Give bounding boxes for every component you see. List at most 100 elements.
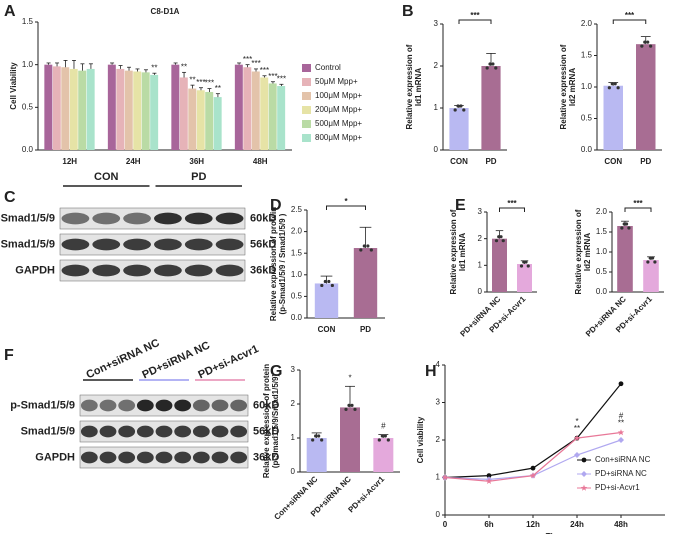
panel-label: F: [4, 347, 14, 364]
bar: [124, 70, 133, 150]
blot-band: [211, 451, 229, 464]
data-dot: [648, 256, 652, 260]
y-tick-label: 1.5: [581, 51, 593, 60]
bar: [44, 64, 53, 150]
data-dot: [526, 264, 530, 268]
y-tick-label: 0: [434, 145, 439, 154]
y-tick-label: 2.0: [581, 19, 593, 28]
data-dot: [627, 226, 631, 230]
panel-label: B: [402, 3, 414, 20]
y-tick-label: 1.0: [596, 247, 608, 256]
y-tick-label: 0.0: [22, 145, 34, 154]
data-dot: [377, 438, 381, 442]
bar: [492, 238, 507, 292]
bar: [306, 438, 327, 472]
blot-band: [154, 264, 182, 277]
significance: ***: [268, 72, 277, 81]
legend-swatch: [302, 134, 311, 142]
bar: [205, 91, 214, 150]
data-dot: [524, 260, 528, 264]
data-dot: [456, 104, 460, 108]
significance: #: [619, 412, 624, 421]
bar: [268, 83, 277, 150]
x-tick-label: PD+si-Acvr1: [346, 474, 386, 514]
point: [581, 457, 587, 463]
y-axis-label: Id2 mRNA: [568, 68, 577, 106]
bar: [133, 71, 142, 150]
data-dot: [522, 260, 526, 264]
point: [573, 434, 581, 441]
data-dot: [380, 434, 384, 438]
data-dot: [383, 434, 387, 438]
y-tick-label: 0: [436, 510, 441, 519]
significance: ***: [625, 11, 635, 20]
data-dot: [362, 244, 366, 248]
data-dot: [607, 86, 611, 90]
point: [580, 484, 588, 491]
group-label: CON: [94, 171, 119, 183]
size-label: 36kD: [250, 264, 276, 276]
bar: [449, 108, 469, 150]
y-axis-label: Relative expression of: [574, 209, 583, 294]
legend-label: Con+siRNA NC: [595, 455, 651, 464]
significance: **: [181, 62, 187, 71]
group-label: PD: [191, 171, 206, 183]
y-tick-label: 0.5: [22, 102, 34, 111]
point: [530, 465, 536, 471]
blot-band: [92, 212, 121, 225]
point: [441, 474, 449, 481]
data-dot: [369, 248, 373, 252]
y-tick-label: 4: [436, 360, 441, 369]
y-axis-label: Id1 mRNA: [458, 233, 467, 271]
x-tick-label: 12h: [526, 520, 540, 529]
protein-label: p-Smad1/5/9: [0, 212, 55, 224]
y-tick-label: 2: [434, 61, 439, 70]
blot-band: [136, 451, 154, 464]
data-dot: [327, 279, 331, 284]
data-dot: [624, 222, 629, 226]
significance: ***: [251, 59, 260, 68]
bar: [188, 88, 197, 150]
bar: [107, 64, 116, 150]
data-dot: [347, 403, 351, 407]
protein-label: Smad1/5/9: [21, 425, 75, 437]
blot-band: [80, 451, 98, 464]
y-tick-label: 1.5: [596, 227, 608, 236]
y-axis-label: Cell Viability: [9, 62, 18, 110]
y-tick-label: 1: [478, 260, 483, 269]
legend-label: 500μM Mpp+: [315, 119, 362, 128]
data-dot: [650, 256, 655, 260]
x-tick-label: 12H: [62, 157, 77, 166]
significance: *: [344, 197, 348, 206]
panel-label: H: [425, 363, 437, 380]
y-axis-label: Relative expression of: [449, 209, 458, 294]
blot-band: [136, 425, 154, 438]
data-dot: [616, 86, 620, 90]
bar: [116, 68, 125, 150]
x-tick-label: PD: [640, 157, 651, 166]
x-tick-label: CON: [318, 325, 336, 334]
y-tick-label: 2.5: [291, 205, 303, 214]
significance: ***: [633, 199, 643, 208]
panel-label: E: [455, 197, 466, 214]
y-tick-label: 1: [291, 433, 296, 442]
bar: [314, 283, 339, 318]
x-tick-label: CON: [450, 157, 468, 166]
blot-band: [123, 264, 151, 277]
data-dot: [359, 248, 363, 252]
significance: ***: [260, 66, 269, 75]
significance: **: [618, 419, 624, 428]
legend-label: Control: [315, 63, 341, 72]
size-label: 60kD: [250, 212, 276, 224]
x-tick-label: PD: [360, 325, 371, 334]
significance-bracket: [499, 207, 525, 212]
y-tick-label: 0.5: [596, 267, 608, 276]
protein-label: Smad1/5/9: [1, 238, 55, 250]
y-axis-label: Id2 mRNA: [583, 233, 592, 271]
bar: [196, 90, 205, 150]
legend-label: 50μM Mpp+: [315, 77, 358, 86]
bar: [52, 66, 61, 150]
y-tick-label: 1.0: [291, 270, 303, 279]
significance: ***: [277, 74, 286, 83]
data-dot: [366, 244, 370, 248]
